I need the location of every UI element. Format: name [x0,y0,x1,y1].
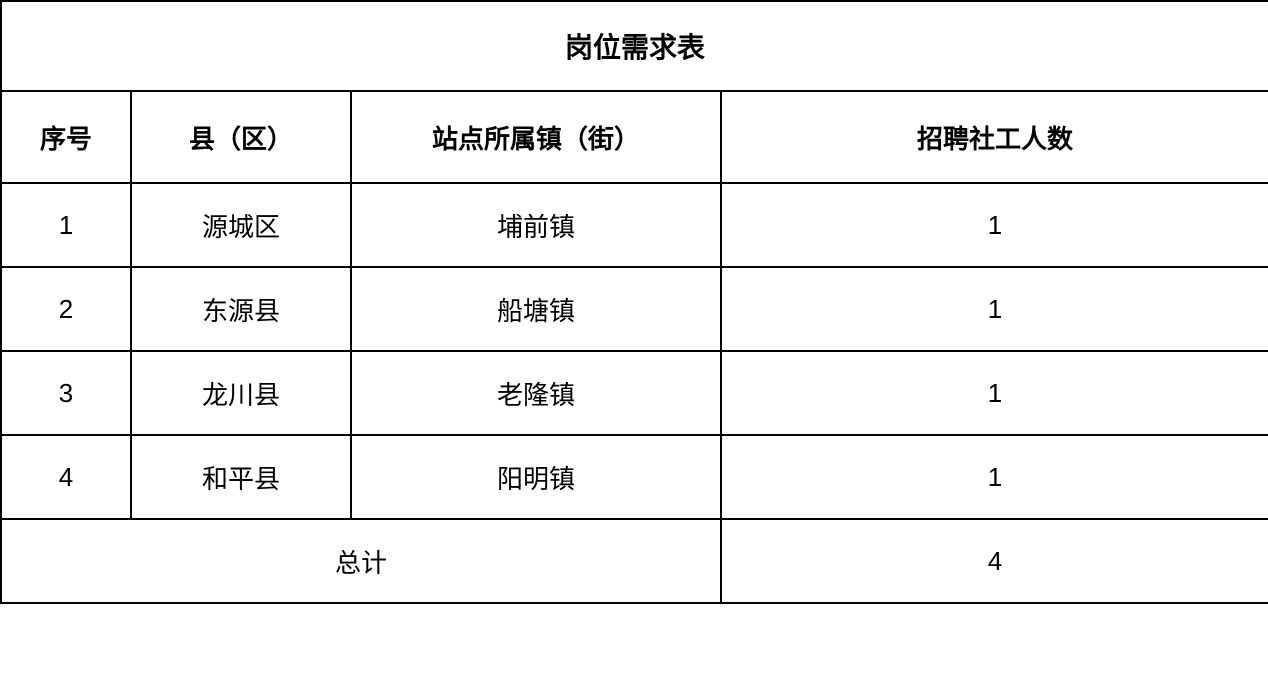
cell-county: 和平县 [131,435,351,519]
table-row: 2 东源县 船塘镇 1 [1,267,1268,351]
cell-count: 1 [721,267,1268,351]
cell-seq: 2 [1,267,131,351]
job-requirements-table: 岗位需求表 序号 县（区） 站点所属镇（街） 招聘社工人数 1 源城区 埔前镇 … [0,0,1268,604]
table-row: 4 和平县 阳明镇 1 [1,435,1268,519]
cell-count: 1 [721,435,1268,519]
header-seq: 序号 [1,91,131,183]
header-county: 县（区） [131,91,351,183]
header-count: 招聘社工人数 [721,91,1268,183]
header-town: 站点所属镇（街） [351,91,721,183]
cell-county: 龙川县 [131,351,351,435]
title-row: 岗位需求表 [1,1,1268,91]
cell-town: 阳明镇 [351,435,721,519]
table-row: 1 源城区 埔前镇 1 [1,183,1268,267]
cell-seq: 1 [1,183,131,267]
cell-seq: 4 [1,435,131,519]
table-container: 岗位需求表 序号 县（区） 站点所属镇（街） 招聘社工人数 1 源城区 埔前镇 … [0,0,1268,604]
header-row: 序号 县（区） 站点所属镇（街） 招聘社工人数 [1,91,1268,183]
total-value: 4 [721,519,1268,603]
cell-count: 1 [721,183,1268,267]
table-row: 3 龙川县 老隆镇 1 [1,351,1268,435]
cell-town: 埔前镇 [351,183,721,267]
total-label: 总计 [1,519,721,603]
cell-count: 1 [721,351,1268,435]
cell-county: 东源县 [131,267,351,351]
cell-town: 船塘镇 [351,267,721,351]
table-title: 岗位需求表 [1,1,1268,91]
cell-county: 源城区 [131,183,351,267]
total-row: 总计 4 [1,519,1268,603]
cell-town: 老隆镇 [351,351,721,435]
cell-seq: 3 [1,351,131,435]
